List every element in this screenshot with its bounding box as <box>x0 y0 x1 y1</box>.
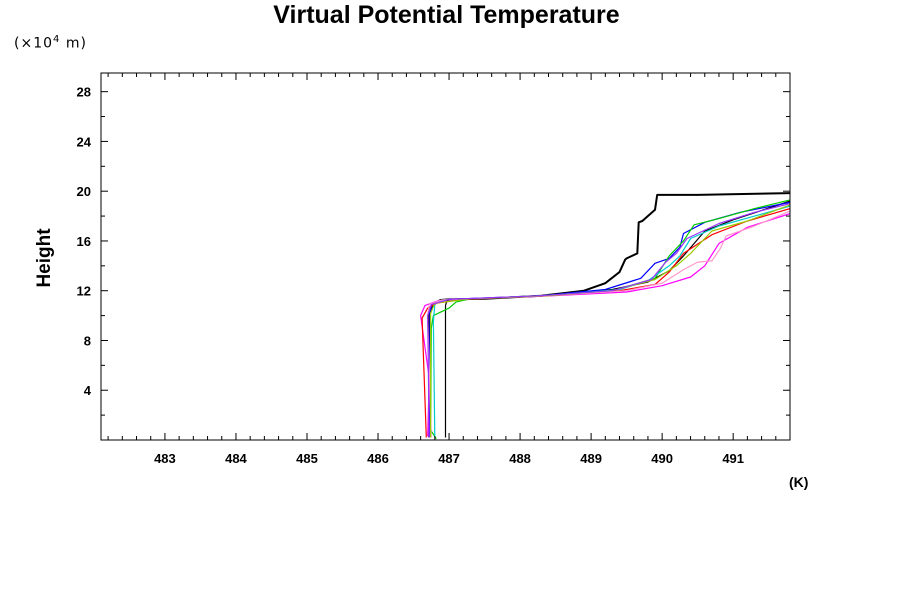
series-line-4 <box>420 213 790 437</box>
x-tick-label: 490 <box>651 451 673 466</box>
x-tick-label: 489 <box>580 451 602 466</box>
y-unit-suffix: m) <box>60 35 87 52</box>
series-line-7 <box>427 210 790 438</box>
y-tick-label: 4 <box>84 383 92 398</box>
y-tick-label: 24 <box>77 134 92 149</box>
series-line-3 <box>430 199 790 440</box>
series-line-0 <box>428 192 790 438</box>
plot-frame <box>100 72 791 441</box>
series-line-6 <box>421 208 790 438</box>
y-axis-label: Height <box>34 228 55 288</box>
series-line-8 <box>430 204 790 438</box>
y-unit-prefix: (×10 <box>14 35 54 52</box>
x-tick-label: 483 <box>154 451 176 466</box>
y-tick-label: 8 <box>84 333 91 348</box>
x-tick-label: 485 <box>296 451 318 466</box>
axis-layer: 483 484 485 486 487 488 489 490 491 4 8 12 16 20 24 28 <box>77 73 791 466</box>
y-tick-label: 20 <box>77 184 91 199</box>
y-unit-exponent: 4 <box>53 34 61 45</box>
x-axis-unit: (K) <box>789 474 809 490</box>
x-tick-label: 491 <box>722 451 744 466</box>
y-tick-label: 16 <box>77 234 91 249</box>
x-tick-label: 484 <box>225 451 247 466</box>
series-line-5 <box>432 205 790 438</box>
series-line-1 <box>444 200 790 438</box>
y-axis-unit: (×104 m) <box>14 34 87 52</box>
chart-title: Virtual Potential Temperature <box>273 1 620 29</box>
x-tick-label: 486 <box>367 451 389 466</box>
series-line-2 <box>429 201 790 438</box>
series-line-9 <box>427 203 790 438</box>
x-tick-label: 487 <box>438 451 460 466</box>
series-layer <box>420 192 790 440</box>
y-tick-label: 28 <box>77 85 91 100</box>
y-tick-label: 12 <box>77 284 91 299</box>
x-tick-label: 488 <box>509 451 531 466</box>
